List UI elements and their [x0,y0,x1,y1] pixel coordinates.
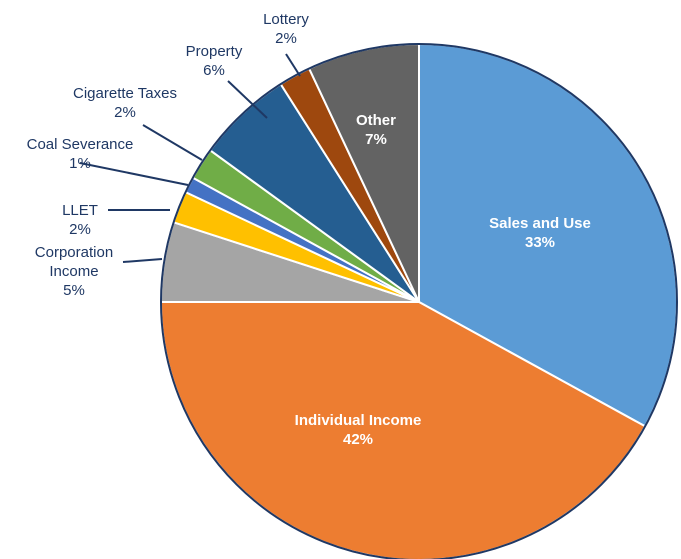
slice-value-corporation-income: 5% [63,282,85,299]
pie-slices [159,42,678,559]
leader-lines [79,53,301,263]
pie-outline [160,43,678,559]
slice-value-sales-and-use: 33% [525,234,555,251]
slice-value-coal-severance: 1% [69,155,91,172]
slice-label-cigarette-taxes: Cigarette Taxes [73,85,177,102]
slice-label-property: Property [186,43,243,60]
slice-label-llet: LLET [62,202,98,219]
slice-label-corporation-income: Income [49,263,98,280]
leader-line-lottery [285,53,301,77]
slice-value-lottery: 2% [275,30,297,47]
leader-line-coal-severance [79,162,189,186]
slice-label-corporation-income: Corporation [35,244,113,261]
slice-label-lottery: Lottery [263,11,309,28]
slice-label-other: Other [356,112,396,129]
slice-label-sales-and-use: Sales and Use [489,215,591,232]
slice-labels: Sales and Use 33% Individual Income 42% Corp… [27,11,591,448]
slice-value-llet: 2% [69,221,91,238]
slice-value-other: 7% [365,131,387,148]
slice-label-coal-severance: Coal Severance [27,136,134,153]
slice-value-property: 6% [203,62,225,79]
leader-line-corporation-income [122,258,163,263]
slice-value-individual-income: 42% [343,431,373,448]
leader-line-cigarette-taxes [142,124,203,161]
slice-value-cigarette-taxes: 2% [114,104,136,121]
leader-line-property [227,80,268,119]
slice-label-individual-income: Individual Income [295,412,422,429]
